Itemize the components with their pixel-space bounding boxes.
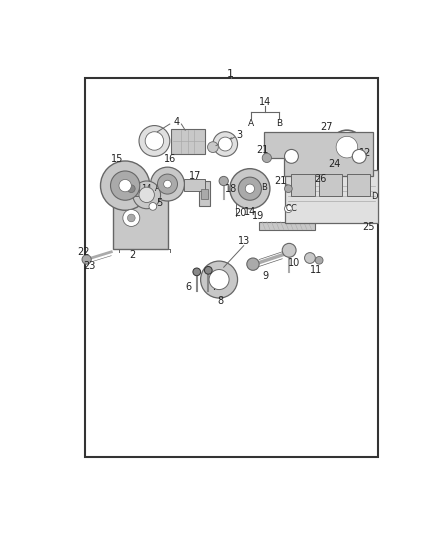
Circle shape xyxy=(238,177,261,200)
Text: 3: 3 xyxy=(236,130,242,140)
Text: 27: 27 xyxy=(321,122,333,132)
Text: 17: 17 xyxy=(189,171,201,181)
Circle shape xyxy=(164,180,171,188)
Bar xyxy=(113,195,168,249)
Text: 2: 2 xyxy=(130,250,136,260)
Text: B: B xyxy=(276,119,282,128)
Text: C: C xyxy=(286,204,291,213)
Circle shape xyxy=(110,171,140,200)
Text: 13: 13 xyxy=(237,236,250,246)
Bar xyxy=(291,174,314,196)
Text: B: B xyxy=(261,183,267,192)
Text: 22: 22 xyxy=(78,247,90,257)
Bar xyxy=(199,181,210,206)
Circle shape xyxy=(282,244,296,257)
Text: A: A xyxy=(248,119,254,128)
Circle shape xyxy=(82,255,91,264)
Circle shape xyxy=(352,149,366,163)
Bar xyxy=(124,185,139,196)
Bar xyxy=(184,179,205,191)
Circle shape xyxy=(127,214,135,222)
Circle shape xyxy=(315,256,323,264)
Text: 25: 25 xyxy=(362,222,375,232)
Circle shape xyxy=(247,258,259,270)
Circle shape xyxy=(330,130,364,164)
Circle shape xyxy=(119,180,131,192)
Circle shape xyxy=(158,174,177,194)
Bar xyxy=(347,174,370,196)
Text: D: D xyxy=(371,192,378,201)
Circle shape xyxy=(133,181,161,209)
Circle shape xyxy=(304,253,315,263)
Circle shape xyxy=(230,168,270,209)
Bar xyxy=(171,128,205,154)
Text: 14: 14 xyxy=(244,207,256,217)
Circle shape xyxy=(285,149,298,163)
Circle shape xyxy=(201,261,237,298)
Circle shape xyxy=(218,137,232,151)
Circle shape xyxy=(208,142,218,152)
Circle shape xyxy=(285,185,292,192)
Text: 14: 14 xyxy=(259,98,272,108)
Bar xyxy=(85,78,378,457)
Bar xyxy=(319,174,342,196)
Polygon shape xyxy=(264,132,373,176)
Text: 7: 7 xyxy=(212,282,218,292)
Text: 20: 20 xyxy=(234,207,247,217)
Circle shape xyxy=(123,209,140,227)
Circle shape xyxy=(100,161,150,210)
Text: 21: 21 xyxy=(256,145,268,155)
Circle shape xyxy=(245,184,254,193)
Text: 23: 23 xyxy=(84,261,96,271)
Circle shape xyxy=(336,136,358,158)
Text: 10: 10 xyxy=(288,257,300,268)
Circle shape xyxy=(149,203,157,210)
Circle shape xyxy=(127,185,135,192)
Text: 9: 9 xyxy=(262,271,268,281)
Text: 21: 21 xyxy=(275,176,287,186)
Circle shape xyxy=(262,154,272,163)
Text: 24: 24 xyxy=(328,159,341,169)
Text: 12: 12 xyxy=(359,148,371,158)
Text: 18: 18 xyxy=(225,184,237,195)
Text: 26: 26 xyxy=(314,174,327,184)
Text: 8: 8 xyxy=(218,296,224,306)
Text: C: C xyxy=(290,204,296,213)
Circle shape xyxy=(213,132,237,156)
Circle shape xyxy=(139,187,155,203)
Circle shape xyxy=(219,176,228,185)
Text: 14: 14 xyxy=(141,184,152,193)
Circle shape xyxy=(145,132,164,150)
Bar xyxy=(201,189,208,199)
Text: 5: 5 xyxy=(156,198,162,207)
Bar xyxy=(285,170,378,223)
Text: 4: 4 xyxy=(174,117,180,127)
Circle shape xyxy=(205,266,212,274)
Text: 6: 6 xyxy=(185,282,191,292)
Text: A: A xyxy=(155,184,160,193)
Text: 1: 1 xyxy=(227,69,234,79)
Circle shape xyxy=(209,270,229,289)
Text: 16: 16 xyxy=(164,155,176,165)
Circle shape xyxy=(193,268,201,276)
Circle shape xyxy=(285,205,292,213)
Text: 15: 15 xyxy=(111,155,124,165)
Text: 11: 11 xyxy=(310,265,322,276)
Text: 19: 19 xyxy=(251,212,264,221)
Circle shape xyxy=(139,126,170,156)
Circle shape xyxy=(151,167,184,201)
Bar xyxy=(259,222,314,230)
